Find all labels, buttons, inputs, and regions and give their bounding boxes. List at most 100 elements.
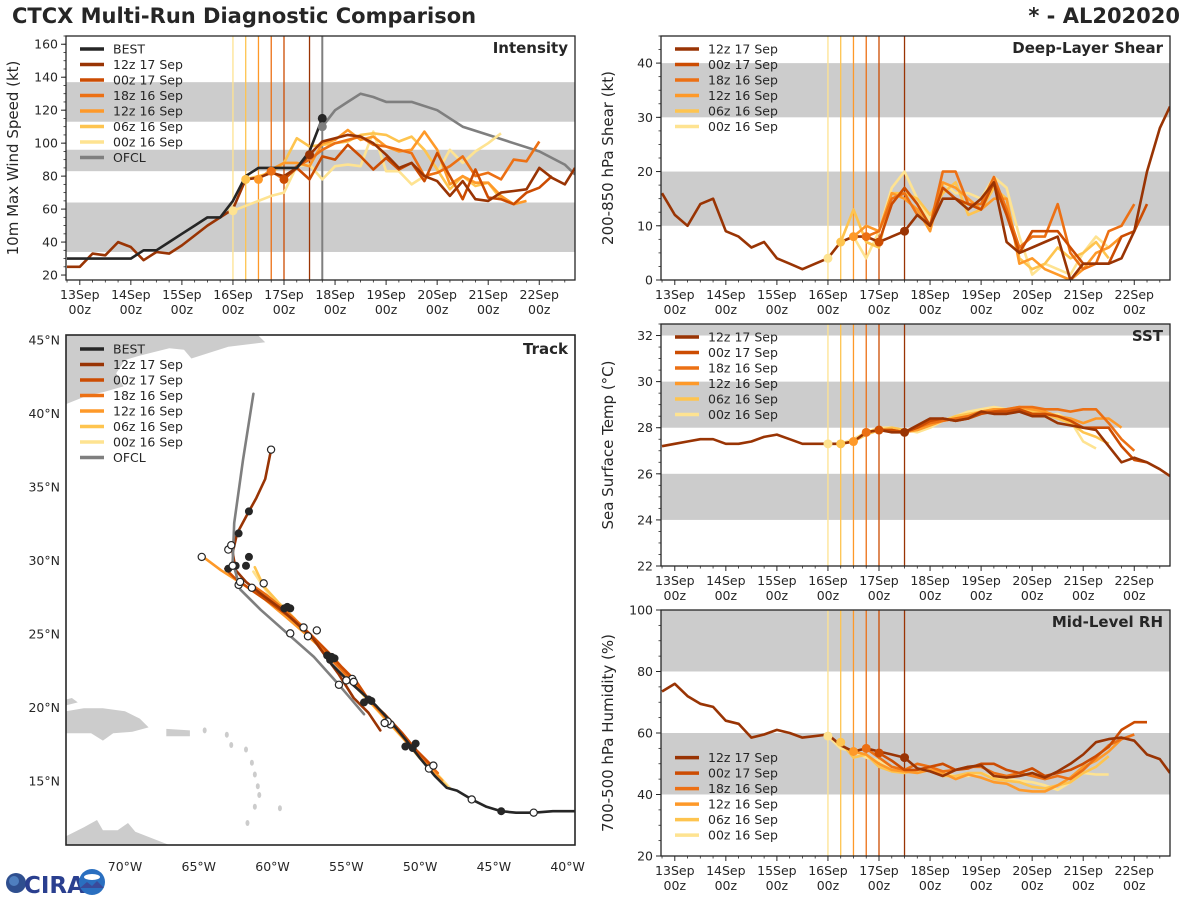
init-marker-06z-16-sep [241,174,251,184]
x-tick-label: 18Sep [315,287,355,302]
intensity-panel: 2040608010012014016013Sep00z14Sep00z15Se… [4,35,576,317]
x-tick-label: 17Sep [859,863,899,878]
x-tick-label-hour: 00z [817,588,840,603]
series-line-06z-16-sep [839,741,1110,790]
map-area [66,335,575,845]
legend-label-00z-17-sep: 00z 17 Sep [113,73,183,88]
x-tick-label-hour: 00z [919,302,942,317]
x-tick-label-hour: 00z [868,588,891,603]
track-marker-filled [244,552,253,561]
y-tick-label: 24 [637,512,653,527]
y-axis-label: 200-850 hPa Shear (kt) [599,71,617,245]
x-tick-label: 14Sep [706,287,746,302]
y-tick-label: 20 [637,164,653,179]
track-marker-open [247,583,257,592]
legend-label-ofcl: OFCL [113,450,146,465]
x-tick-label-hour: 00z [664,588,687,603]
x-tick-label-hour: 00z [69,302,92,317]
x-tick-label: 21Sep [468,287,508,302]
track-marker-open [467,795,476,804]
init-marker-00z-17-sep [279,174,289,184]
track-marker-filled [280,604,289,613]
legend-label-best: BEST [113,342,145,357]
init-marker-00z-17-sep [874,748,884,758]
legend-label-06z-16-sep: 06z 16 Sep [113,419,183,434]
land-mass [66,335,266,405]
x-tick-label: 13Sep [60,287,100,302]
island [243,746,248,753]
legend-label-12z-16-sep: 12z 16 Sep [708,88,778,103]
plot-area [661,610,1170,856]
legend-label-06z-16-sep: 06z 16 Sep [708,812,778,827]
y-axis-label: 10m Max Wind Speed (kt) [4,61,22,256]
x-tick-label-hour: 00z [766,588,789,603]
legend-label-06z-16-sep: 06z 16 Sep [113,119,183,134]
track-marker-open [303,632,313,641]
logo-text: CIRA [24,873,85,898]
track-marker-open [334,680,344,689]
x-tick-label: 19Sep [961,573,1001,588]
track-marker-open [259,579,268,588]
y-tick-label: 30 [637,374,653,389]
init-marker-12z-17-sep [900,427,910,437]
logo-cloud-icon [79,869,105,895]
init-marker-12z-16-sep [253,174,263,184]
legend-label-best: BEST [113,42,145,57]
y-tick-label: 20 [42,268,58,283]
island [249,759,254,766]
track-line-best [330,662,575,815]
x-tick-label-hour: 00z [766,878,789,893]
track-marker-filled [241,561,250,570]
y-tick-label: 60 [42,202,58,217]
x-tick-label-hour: 00z [715,302,738,317]
panel-title: Deep-Layer Shear [1012,39,1163,57]
init-marker-ofcl [317,122,327,132]
init-marker-06z-16-sep [836,237,846,247]
x-tick-label: 22Sep [520,287,560,302]
y-tick-label: 140 [34,70,58,85]
x-tick-label: 16Sep [213,287,253,302]
x-tick-label: 18Sep [910,573,950,588]
legend-label-18z-16-sep: 18z 16 Sep [708,73,778,88]
logo-globe-highlight [9,876,19,886]
init-marker-12z-16-sep [848,232,858,242]
x-tick-label: 20Sep [1012,573,1052,588]
init-marker-00z-16-sep [823,253,833,263]
x-tick-label: 15Sep [757,863,797,878]
x-tick-label-hour: 00z [1123,588,1146,603]
legend-label-12z-16-sep: 12z 16 Sep [113,404,183,419]
shaded-band [66,202,575,252]
y-tick-label: 80 [637,664,653,679]
track-marker-open [380,718,389,728]
island [255,783,260,790]
y-tick-label: 80 [42,169,58,184]
x-tick-label: 14Sep [706,573,746,588]
island [224,731,229,738]
track-marker-filled [244,507,253,516]
island [277,805,282,812]
x-tick-label: 13Sep [655,863,695,878]
legend-label-18z-16-sep: 18z 16 Sep [708,781,778,796]
logo-mountain [80,881,104,888]
x-tick-label-hour: 00z [273,302,296,317]
y-tick-label: 30 [637,110,653,125]
longitude-label: 70°W [108,859,143,874]
x-tick-label-hour: 00z [324,302,347,317]
y-tick-label: 100 [34,136,58,151]
latitude-label: 45°N [28,332,60,347]
x-tick-label: 19Sep [961,863,1001,878]
track-marker-filled [401,742,410,751]
y-tick-label: 28 [637,420,653,435]
shaded-band [661,63,1170,118]
init-marker-00z-17-sep [874,425,884,435]
track-line-ofcl [231,392,366,716]
y-tick-label: 0 [645,273,653,288]
series-line-18z-16-sep [865,733,1135,781]
init-marker-06z-16-sep [836,737,846,747]
latitude-label: 40°N [28,406,60,421]
init-marker-18z-16-sep [266,166,276,176]
track-marker-open [228,561,237,570]
track-panel: 70°W 65°W 60°W 55°W 50°W 45°W 40°W 15°N 20°N 25°N… [28,332,584,874]
